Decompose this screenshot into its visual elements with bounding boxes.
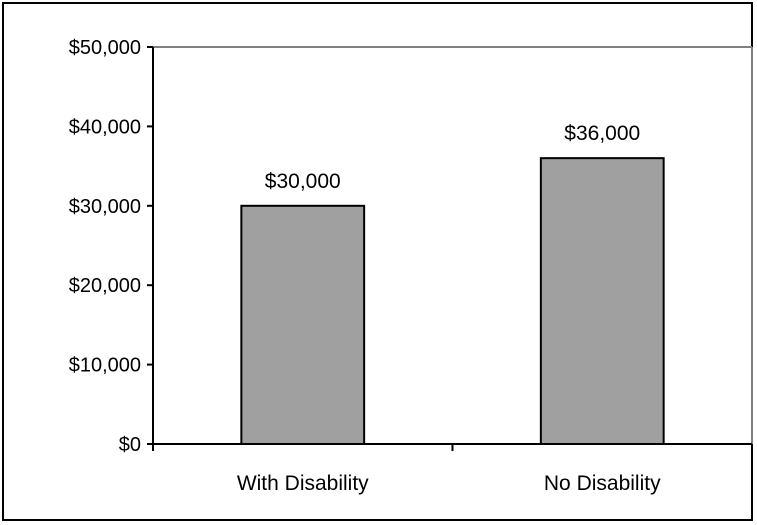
x-axis: With Disability No Disability [152,443,753,495]
y-tick-label: $40,000 [69,116,141,138]
y-axis: $0 $10,000 $20,000 $30,000 $40,000 $50,000 [69,37,154,456]
y-tick-label: $0 [119,434,141,456]
bar-value-label: $30,000 [265,170,341,193]
bar-value-label: $36,000 [564,122,640,145]
y-tick-label: $10,000 [69,355,141,377]
y-tick-label: $20,000 [69,275,141,297]
y-tick-label: $30,000 [69,196,141,218]
plot-area [153,46,753,444]
x-category-label: With Disability [237,472,369,495]
data-labels: $30,000 $36,000 [265,122,640,193]
y-tick-label: $50,000 [69,37,141,59]
bars [240,157,665,445]
x-category-label: No Disability [544,472,661,495]
bar [240,204,366,445]
bar [539,157,665,445]
